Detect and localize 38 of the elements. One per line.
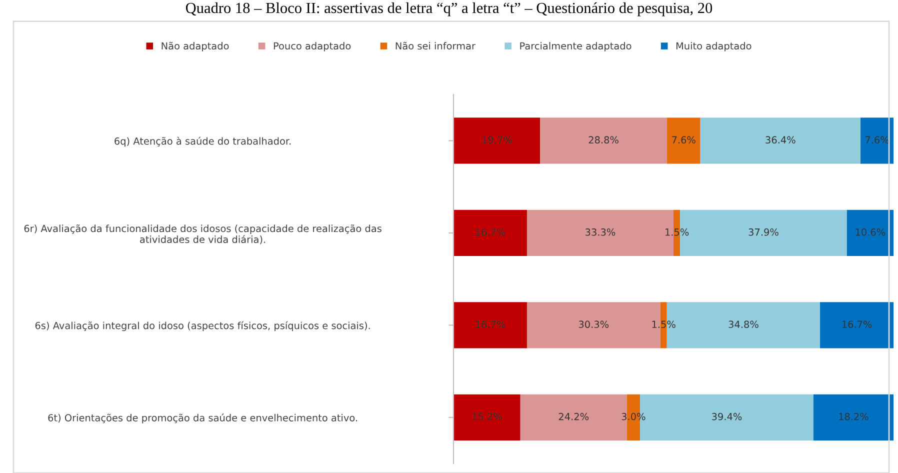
- data-label: 36.4%: [766, 136, 796, 144]
- bar: [700, 118, 861, 164]
- bar: [820, 302, 894, 348]
- bar: [540, 118, 667, 164]
- legend-label: Pouco adaptado: [274, 42, 351, 52]
- bar: [846, 210, 894, 256]
- bar: [453, 394, 520, 440]
- data-label: 7.6%: [672, 136, 696, 144]
- bar: [813, 394, 894, 440]
- data-label: 37.9%: [748, 228, 778, 236]
- bar: [453, 302, 527, 348]
- bar: [453, 118, 540, 164]
- y-tick-label: 6s) Avaliação integral do idoso (aspectos físicos, psíquicos e sociais).: [35, 321, 370, 332]
- data-label: 34.8%: [728, 320, 758, 328]
- data-label: 24.2%: [558, 412, 589, 420]
- y-tick-label: 6t) Orientações de promoção da saúde e envelhecimento ativo.: [48, 414, 358, 424]
- data-label: 16.7%: [842, 320, 872, 328]
- chart-title: Quadro 18 – Bloco II: assertivas de letra “q” a letra “t” – Questionário de pesquisa, 20: [186, 2, 712, 16]
- data-label: 16.7%: [476, 320, 506, 328]
- bar: [453, 210, 527, 256]
- y-tick-label: 6r) Avaliação da funcionalidade dos idosos (capacidade de realização das atividades de vida diária).: [24, 224, 382, 244]
- legend-label: Não adaptado: [162, 42, 229, 52]
- data-label: 18.2%: [839, 412, 868, 420]
- data-label: 30.3%: [578, 320, 609, 328]
- data-label: 16.7%: [476, 228, 506, 236]
- data-label: 10.6%: [856, 228, 886, 236]
- data-label: 28.8%: [588, 136, 618, 144]
- legend-label: Não sei informar: [396, 42, 476, 50]
- data-label: 33.3%: [586, 228, 616, 236]
- legend-label: Parcialmente adaptado: [520, 42, 632, 52]
- data-label: 7.6%: [865, 136, 889, 144]
- bar: [666, 118, 700, 164]
- data-label: 19.7%: [482, 136, 512, 144]
- data-label: 39.4%: [712, 412, 742, 420]
- y-tick-label: 6q) Atenção à saúde do trabalhador.: [114, 136, 291, 147]
- bar: [860, 118, 894, 164]
- legend-label: Muito adaptado: [676, 42, 752, 52]
- data-label: 15.2%: [472, 412, 502, 420]
